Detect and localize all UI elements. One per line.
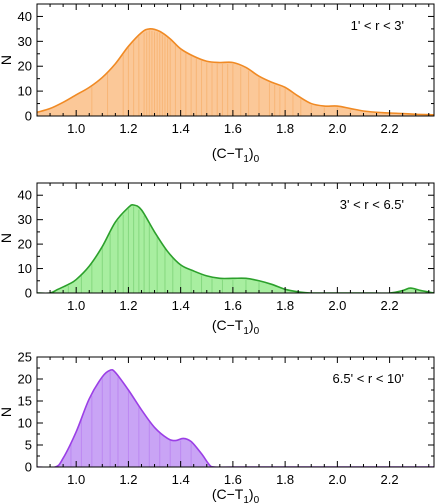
y-tick-label: 40: [18, 9, 32, 24]
x-tick-label: 1.4: [172, 121, 190, 136]
plot-frame: [36, 3, 435, 117]
radius-range-annotation: 6.5' < r < 10': [333, 371, 404, 386]
plot-area: [37, 28, 434, 116]
y-tick-label: 25: [18, 350, 32, 365]
x-tick-label: 1.2: [119, 472, 137, 487]
y-tick-label: 30: [18, 34, 32, 49]
x-tick-label: 1.8: [276, 472, 294, 487]
y-axis-title: N: [0, 407, 14, 417]
x-axis-title: (C−T1)0: [212, 317, 260, 337]
x-tick-label: 1.4: [172, 298, 190, 313]
y-tick-label: 15: [18, 394, 32, 409]
y-tick-label: 30: [18, 212, 32, 227]
chart-panel-1-3-arcmin: 1.0 1.2 1.4 1.6 1.8 2.0 2.2 0 10 20 30 40 N (C−T1)0 1'…: [0, 3, 435, 165]
radius-range-annotation: 3' < r < 6.5': [340, 197, 404, 212]
density-curve: [37, 28, 434, 116]
density-curve: [37, 368, 434, 467]
y-tick-label: 40: [18, 188, 32, 203]
density-fill: [37, 204, 434, 293]
x-axis-title: (C−T1)0: [212, 486, 260, 504]
chart-panel-6.5-10-arcmin: 1.0 1.2 1.4 1.6 1.8 2.0 2.2 0 5 10 15 20 25 N (C−T1)0 6…: [0, 350, 435, 504]
y-tick-label: 0: [25, 109, 32, 124]
radius-range-annotation: 1' < r < 3': [351, 18, 404, 33]
x-tick-label: 2.2: [381, 298, 399, 313]
plot-area: [37, 204, 434, 293]
y-tick-label: 20: [18, 372, 32, 387]
density-fill: [37, 369, 434, 467]
y-tick-label: 10: [18, 416, 32, 431]
plot-area: [37, 368, 434, 467]
x-tick-label: 2.2: [381, 472, 399, 487]
x-tick-label: 1.6: [224, 121, 242, 136]
y-axis-title: N: [0, 55, 14, 65]
y-tick-label: 0: [25, 460, 32, 475]
x-axis-title: (C−T1)0: [212, 145, 260, 165]
x-tick-label: 1.8: [276, 121, 294, 136]
density-curve: [37, 204, 434, 293]
x-tick-label: 1.2: [119, 298, 137, 313]
chart-panel-3-6.5-arcmin: 1.0 1.2 1.4 1.6 1.8 2.0 2.2 0 10 20 30 40 N (C−T1)0 3'…: [0, 182, 435, 337]
x-tick-label: 1.0: [67, 298, 85, 313]
plot-frame: [36, 182, 435, 294]
y-tick-label: 10: [18, 84, 32, 99]
x-tick-label: 1.0: [67, 472, 85, 487]
x-tick-label: 2.0: [328, 472, 346, 487]
y-tick-label: 10: [18, 261, 32, 276]
density-fill: [37, 28, 434, 116]
x-tick-label: 1.8: [276, 298, 294, 313]
x-tick-label: 1.2: [119, 121, 137, 136]
x-tick-label: 2.0: [328, 298, 346, 313]
x-tick-label: 2.2: [381, 121, 399, 136]
y-tick-label: 20: [18, 59, 32, 74]
y-tick-label: 5: [25, 438, 32, 453]
x-tick-label: 1.0: [67, 121, 85, 136]
x-tick-label: 1.4: [172, 472, 190, 487]
y-tick-label: 20: [18, 237, 32, 252]
y-axis-title: N: [0, 233, 14, 243]
x-tick-label: 2.0: [328, 121, 346, 136]
x-tick-label: 1.6: [224, 472, 242, 487]
x-tick-label: 1.6: [224, 298, 242, 313]
y-tick-label: 0: [25, 286, 32, 301]
